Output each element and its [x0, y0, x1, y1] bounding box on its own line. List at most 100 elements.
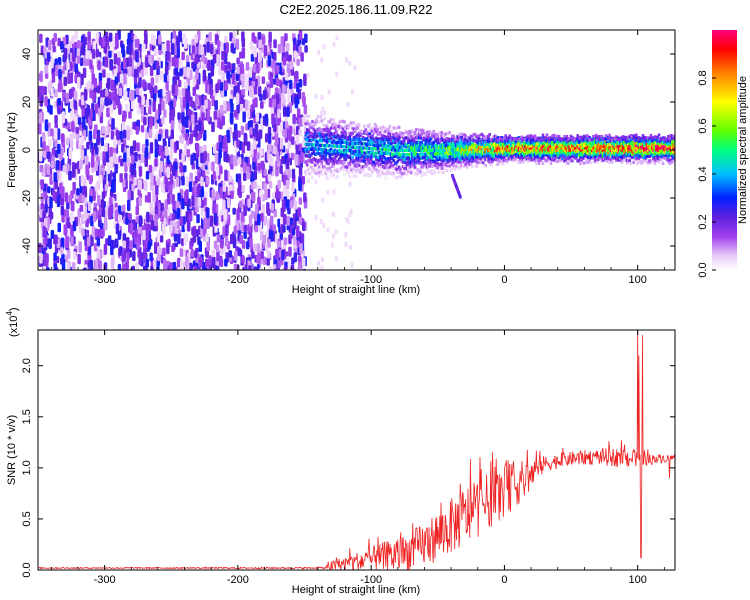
heatmap-cell	[177, 233, 181, 245]
heatmap-cell	[272, 224, 276, 232]
heatmap-cell	[63, 48, 68, 60]
heatmap-cell	[552, 133, 555, 138]
heatmap-cell	[143, 116, 147, 126]
heatmap-cell	[161, 100, 165, 111]
heatmap-cell	[268, 266, 273, 270]
heatmap-cell	[125, 217, 129, 225]
heatmap-cell	[216, 54, 220, 66]
heatmap-cell	[59, 182, 63, 195]
heatmap-cell	[72, 166, 76, 178]
heatmap-cell	[198, 120, 202, 132]
heatmap-cell	[195, 229, 199, 237]
heatmap-cell	[148, 164, 153, 173]
heatmap-cell	[325, 124, 329, 128]
heatmap-cell	[131, 99, 135, 110]
heatmap-cell	[242, 172, 247, 181]
heatmap-cell	[275, 268, 279, 270]
heatmap-cell	[348, 181, 352, 187]
heatmap-cell	[236, 208, 240, 221]
heatmap-cell	[120, 158, 124, 167]
heatmap-cell	[224, 82, 229, 91]
heatmap-cell	[200, 200, 205, 208]
heatmap-cell	[97, 195, 101, 206]
heatmap-cell	[296, 59, 300, 67]
heatmap-cell	[169, 100, 174, 110]
heatmap-cell	[343, 120, 346, 124]
heatmap-cell	[303, 73, 307, 82]
heatmap-cell	[267, 126, 272, 135]
heatmap-cell	[371, 170, 374, 174]
heatmap-cell	[309, 131, 313, 136]
heatmap-cell	[303, 192, 307, 203]
heatmap-cell	[129, 146, 134, 154]
heatmap-cell	[236, 57, 240, 65]
heatmap-cell	[213, 212, 218, 224]
heatmap-cell	[122, 240, 126, 249]
heatmap-cell	[476, 164, 479, 168]
heatmap-cell	[198, 240, 202, 253]
heatmap-cell	[267, 238, 271, 248]
heatmap-cell	[226, 70, 230, 80]
heatmap-cell	[123, 152, 127, 163]
heatmap-cell	[222, 180, 227, 192]
heatmap-cell	[181, 51, 185, 61]
heatmap-cell	[138, 215, 143, 227]
heatmap-cell	[149, 142, 154, 154]
heatmap-cell	[188, 181, 193, 193]
heatmap-cell	[91, 49, 96, 59]
heatmap-cell	[176, 220, 180, 230]
heatmap-cell	[188, 213, 193, 222]
heatmap-cell	[107, 91, 112, 100]
heatmap-cell	[341, 168, 345, 172]
heatmap-cell	[184, 80, 188, 89]
heatmap-cell	[58, 78, 62, 90]
heatmap-cell	[54, 89, 58, 98]
heatmap-cell	[142, 265, 147, 270]
heatmap-cell	[128, 56, 132, 66]
heatmap-cell	[173, 221, 177, 233]
heatmap-cell	[122, 110, 126, 122]
heatmap-cell	[145, 99, 150, 108]
heatmap-cell	[44, 64, 48, 74]
heatmap-cell	[167, 90, 171, 102]
heatmap-cell	[67, 263, 71, 270]
heatmap-cell	[166, 242, 170, 255]
heatmap-cell	[222, 199, 226, 211]
heatmap-cell	[170, 129, 174, 140]
heatmap-cell	[116, 130, 120, 141]
heatmap-cell	[87, 80, 92, 89]
heatmap-cell	[208, 255, 212, 266]
heatmap-cell	[87, 246, 92, 256]
heatmap-cell	[60, 237, 65, 250]
heatmap-cell	[400, 175, 404, 179]
heatmap-cell	[185, 176, 189, 187]
heatmap-cell	[264, 189, 268, 201]
heatmap-cell	[220, 238, 224, 249]
heatmap-cell	[383, 142, 386, 146]
heatmap-cell	[136, 241, 140, 250]
heatmap-cell	[232, 63, 236, 72]
heatmap-cell	[320, 94, 324, 100]
heatmap-cell	[128, 66, 132, 75]
heatmap-cell	[194, 250, 198, 259]
heatmap-cell	[164, 145, 169, 156]
heatmap-cell	[448, 164, 452, 168]
heatmap-cell	[219, 120, 223, 130]
heatmap-cell	[95, 146, 99, 155]
heatmap-cell	[177, 192, 181, 202]
heatmap-cell	[302, 257, 306, 268]
heatmap-cell	[208, 32, 212, 41]
heatmap-cell	[256, 62, 260, 74]
heatmap-cell	[281, 249, 285, 261]
heatmap-cell	[44, 123, 49, 132]
heatmap-cell	[160, 215, 164, 223]
heatmap-cell	[130, 164, 135, 176]
heatmap-cell	[465, 165, 469, 169]
heatmap-cell	[292, 113, 296, 125]
heatmap-cell	[100, 89, 104, 100]
heatmap-cell	[100, 199, 105, 208]
heatmap-cell	[169, 184, 173, 193]
heatmap-cell	[306, 72, 310, 78]
heatmap-cell	[121, 252, 125, 263]
heatmap-cell	[279, 137, 284, 150]
